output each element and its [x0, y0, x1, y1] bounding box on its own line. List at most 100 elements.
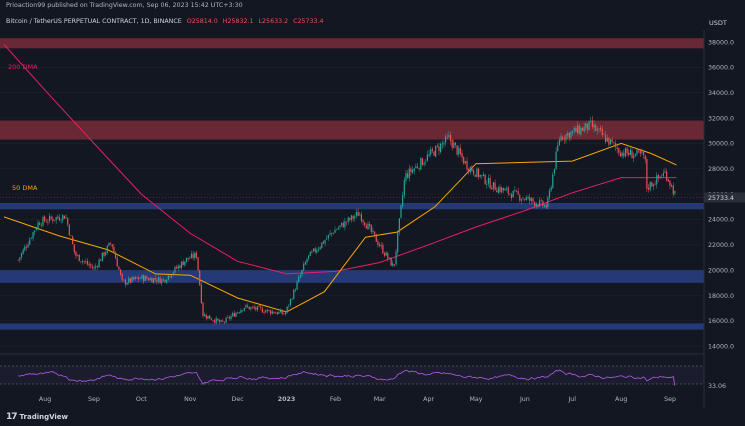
brand[interactable]: 17 TradingView [6, 412, 68, 422]
close-value: C25733.4 [293, 18, 324, 25]
candle-body [228, 316, 231, 319]
tradingview-logo-icon: 17 [6, 412, 17, 422]
candle-body [322, 241, 325, 244]
candle-body [166, 280, 168, 283]
candle-body [342, 223, 344, 228]
candle-body [377, 241, 379, 246]
high-value: H25832.1 [222, 18, 254, 25]
currency-label[interactable]: USDT [709, 19, 727, 27]
candle-body [496, 190, 498, 193]
candle-body [560, 136, 562, 141]
candle-body [210, 318, 212, 320]
candle-body [345, 221, 348, 223]
candle-body [202, 302, 204, 317]
candle-body [667, 179, 669, 182]
candle-body [535, 204, 537, 206]
candle-body [601, 128, 603, 136]
candle-body [243, 307, 245, 311]
zones [0, 38, 704, 330]
candle-body [222, 320, 224, 322]
candle-body [199, 270, 201, 286]
candle-body [596, 128, 598, 131]
candle-body [101, 252, 103, 261]
candle-body [75, 251, 77, 256]
candle-body [255, 307, 257, 310]
dma50-line [3, 142, 677, 313]
price-tick-label: 34000.0 [708, 90, 734, 97]
candle-body [636, 149, 638, 155]
candle-body [425, 161, 427, 163]
candle-body [567, 133, 569, 136]
candle-body [413, 168, 415, 171]
brand-name: TradingView [19, 413, 69, 421]
candle-body [609, 139, 612, 145]
candle-body [591, 120, 594, 127]
candle-body [580, 127, 582, 135]
price-tick-label: 14000.0 [708, 343, 734, 350]
price-tick-label: 20000.0 [708, 267, 734, 274]
candle-body [174, 266, 176, 273]
candle-body [281, 310, 283, 314]
candle-body [44, 216, 46, 222]
candle-body [440, 143, 442, 153]
candle-body [86, 260, 89, 265]
candle-body [209, 315, 211, 319]
candle-body [27, 244, 29, 248]
candle-body [88, 264, 90, 266]
candle-body [474, 174, 476, 177]
candle-body [39, 222, 41, 225]
instrument-title[interactable]: Bitcoin / TetherUS PERPETUAL CONTRACT, 1… [6, 18, 182, 25]
candle-body [501, 187, 503, 193]
candle-body [265, 310, 267, 313]
candle-body [359, 214, 361, 216]
candle-body [260, 306, 262, 309]
candle-body [218, 320, 221, 323]
candle-body [397, 232, 399, 253]
candle-body [542, 201, 544, 206]
candle-body [72, 236, 74, 245]
candle-body [53, 220, 56, 221]
candle-body [553, 169, 556, 174]
candle-body [520, 199, 523, 201]
candle-body [659, 176, 661, 178]
candle-body [590, 120, 592, 122]
candle-body [177, 265, 179, 269]
candle-body [581, 127, 584, 131]
time-tick-label: May [469, 396, 482, 403]
candle-body [557, 145, 559, 152]
candle-body [138, 277, 140, 280]
candle-body [225, 317, 227, 323]
rsi-band-fill [0, 366, 704, 384]
candle-body [316, 250, 318, 253]
candle-body [477, 168, 480, 178]
candle-body [545, 205, 547, 208]
candle-body [161, 279, 163, 284]
resistance-zone [0, 38, 704, 49]
candle-body [629, 149, 631, 155]
candle-body [426, 154, 429, 161]
candle-body [365, 225, 367, 229]
candle-body [22, 249, 24, 254]
candle-body [238, 312, 240, 314]
candle-body [443, 142, 445, 145]
candle-body [172, 272, 174, 275]
candle-body [642, 150, 645, 155]
candle-body [656, 175, 658, 185]
candle-body [37, 222, 39, 229]
candle-body [481, 175, 483, 176]
candle-body [143, 275, 145, 282]
candle-body [431, 148, 433, 151]
candle-body [220, 320, 222, 322]
candle-body [608, 137, 610, 145]
candle-body [400, 205, 402, 218]
time-tick-label: Sep [88, 396, 100, 403]
dma200-line [3, 44, 677, 275]
candle-body [662, 172, 664, 177]
candle-body [144, 276, 146, 281]
candle-body [473, 170, 475, 175]
candle-body [78, 254, 80, 262]
candle-body [374, 231, 376, 235]
candle-body [552, 174, 554, 188]
candle-body [180, 261, 183, 268]
